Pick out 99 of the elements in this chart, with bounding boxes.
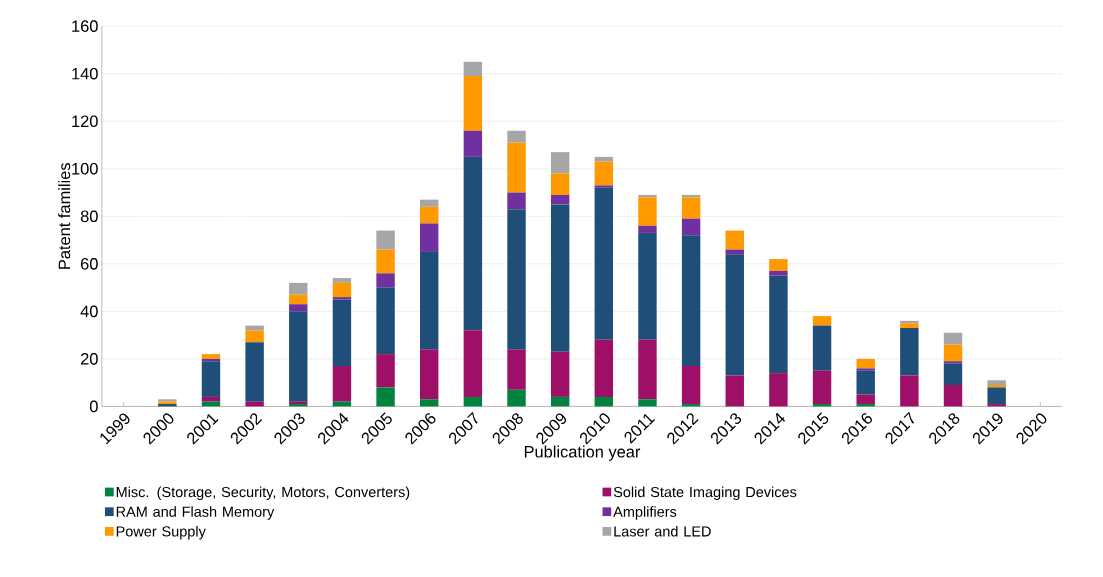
bar	[507, 142, 526, 193]
bar	[332, 282, 352, 298]
bar	[638, 232, 657, 340]
legend-label: RAM and Flash Memory	[116, 506, 275, 520]
bar	[943, 332, 963, 345]
bar	[376, 230, 395, 250]
bar	[289, 304, 308, 312]
bar	[245, 342, 264, 402]
bar	[681, 235, 701, 366]
bar	[201, 354, 221, 359]
bar	[594, 187, 614, 340]
bar	[725, 375, 744, 407]
bar	[507, 209, 526, 350]
bar	[463, 396, 483, 407]
y-axis-title: Patent families	[58, 162, 71, 269]
bar	[420, 251, 439, 350]
bar	[245, 330, 264, 343]
bar	[550, 204, 570, 352]
bar	[900, 327, 919, 376]
bar	[376, 249, 395, 274]
y-tick-label: 40	[80, 305, 98, 318]
legend-label: Power Supply	[116, 525, 206, 540]
bar	[987, 387, 1006, 404]
bar	[507, 389, 526, 407]
bar	[420, 399, 439, 407]
bar	[638, 225, 657, 233]
bar	[550, 173, 570, 195]
bar	[507, 130, 526, 143]
bar	[769, 275, 788, 374]
bar	[681, 218, 701, 236]
bar	[681, 197, 701, 219]
bar	[332, 278, 352, 283]
bar	[594, 185, 614, 188]
bar	[550, 351, 570, 397]
bar	[420, 223, 439, 252]
bar	[332, 299, 352, 366]
bar	[856, 368, 875, 371]
bar	[289, 311, 308, 402]
bar	[420, 199, 439, 207]
bar	[638, 197, 657, 226]
y-tick-label: 80	[80, 210, 98, 223]
bar	[812, 316, 832, 326]
bar	[289, 294, 308, 305]
bar	[681, 365, 701, 404]
legend-label: Laser and LED	[614, 525, 711, 537]
bar	[201, 361, 221, 397]
bar	[376, 387, 395, 407]
bar	[900, 323, 919, 328]
bar	[376, 287, 395, 355]
bar	[769, 259, 788, 271]
bar	[856, 394, 875, 404]
bar	[463, 330, 483, 397]
bar	[507, 349, 526, 390]
bar	[856, 358, 875, 369]
bar	[638, 399, 657, 407]
bar	[289, 282, 308, 295]
y-tick-label: 120	[72, 115, 98, 127]
bar	[376, 354, 395, 388]
legend-label: Solid State Imaging Devices	[613, 486, 797, 500]
bar	[900, 375, 919, 407]
bar	[463, 156, 483, 331]
bar	[812, 370, 832, 404]
bar	[507, 192, 526, 210]
bar	[550, 396, 570, 407]
bar	[856, 370, 875, 395]
bar	[769, 373, 788, 407]
bar	[943, 363, 963, 385]
bar	[463, 61, 483, 77]
legend-label: Misc. (Storage, Security, Motors, Converters)	[116, 486, 410, 500]
bar	[463, 130, 483, 157]
bar	[594, 339, 614, 397]
bar	[594, 161, 614, 186]
y-tick-label: 100	[72, 162, 98, 175]
bar	[943, 361, 963, 364]
bar	[463, 76, 483, 131]
bar	[594, 156, 614, 162]
bar	[769, 270, 788, 276]
bar	[987, 380, 1006, 385]
y-tick-label: 160	[72, 20, 98, 32]
legend-label: Amplifiers	[613, 506, 677, 520]
y-tick-label: 140	[72, 67, 98, 80]
bar	[420, 349, 439, 400]
bar	[638, 339, 657, 400]
bar	[550, 194, 570, 205]
bar	[725, 230, 744, 250]
bar	[812, 325, 832, 371]
bar	[594, 396, 614, 407]
bar	[725, 254, 744, 376]
y-tick-label: 60	[81, 257, 98, 270]
x-axis-title: Publication year	[524, 445, 641, 461]
y-tick-label: 0	[89, 400, 98, 413]
bar	[420, 206, 439, 224]
bar	[943, 344, 963, 362]
y-tick-label: 20	[81, 353, 98, 365]
bar	[376, 273, 395, 288]
bar	[332, 365, 352, 402]
bar	[943, 384, 963, 407]
bar	[550, 152, 570, 174]
bar	[201, 396, 221, 402]
